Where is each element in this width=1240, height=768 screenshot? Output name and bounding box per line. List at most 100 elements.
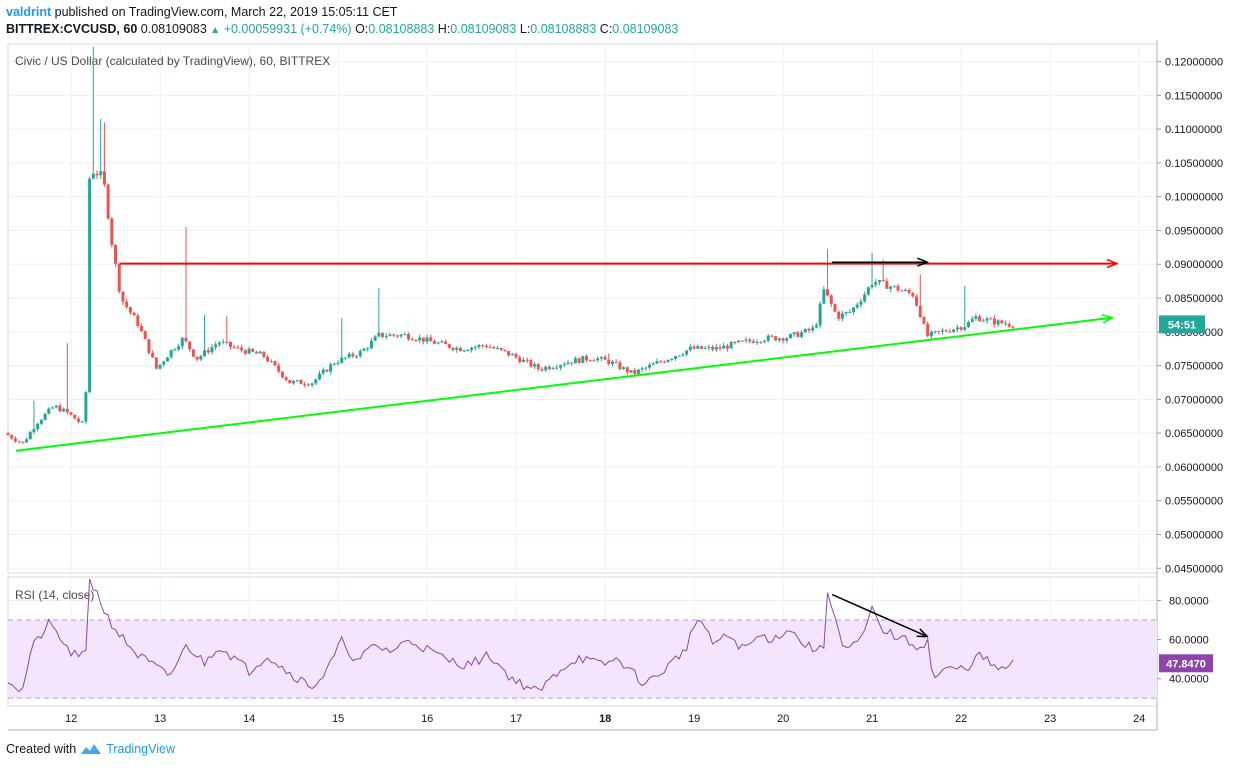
candle xyxy=(781,337,785,344)
candle-body xyxy=(514,354,518,358)
candle-body xyxy=(321,369,325,374)
candle xyxy=(332,362,336,366)
candle-body xyxy=(677,355,681,357)
price-y-tick-label: 0.08500000 xyxy=(1165,293,1223,305)
candle-body xyxy=(440,341,444,343)
candle xyxy=(425,334,429,345)
price-y-tick-label: 0.05500000 xyxy=(1165,496,1223,508)
candle xyxy=(592,358,596,362)
candle xyxy=(585,354,589,363)
candle xyxy=(266,354,270,363)
candle-body xyxy=(896,285,900,291)
candle-body xyxy=(284,377,288,381)
candle xyxy=(47,407,51,415)
candle-body xyxy=(599,357,603,359)
candle xyxy=(855,302,859,310)
candle xyxy=(570,362,574,366)
candle xyxy=(770,334,774,338)
candle-body xyxy=(859,301,863,305)
candle xyxy=(188,341,192,353)
candle xyxy=(740,340,744,342)
candle xyxy=(751,338,755,344)
candle-body xyxy=(1007,324,1011,327)
candle xyxy=(944,328,948,333)
candle-body xyxy=(355,356,359,358)
candle xyxy=(362,347,366,352)
candle xyxy=(251,348,255,353)
candle-body xyxy=(147,339,151,353)
candle xyxy=(822,286,826,305)
x-tick-label: 12 xyxy=(65,713,77,725)
candle-body xyxy=(362,348,366,351)
candle-body xyxy=(829,295,833,305)
candle-body xyxy=(837,311,841,319)
candle-body xyxy=(978,316,982,322)
candle-body xyxy=(881,280,885,282)
price-change: +0.00059931 (+0.74%) xyxy=(223,22,352,36)
candle xyxy=(54,404,58,409)
candle-body xyxy=(388,334,392,337)
candle-body xyxy=(633,370,637,374)
candle-body xyxy=(51,407,55,409)
candle xyxy=(933,330,937,335)
candle-body xyxy=(247,348,251,354)
candle-body xyxy=(351,353,355,357)
candle xyxy=(863,291,867,303)
candle xyxy=(674,355,678,361)
price-y-tick-label: 0.06000000 xyxy=(1165,462,1223,474)
candle-body xyxy=(188,341,192,350)
candle xyxy=(915,294,919,307)
candle xyxy=(117,262,121,294)
candle xyxy=(84,390,88,424)
candle-body xyxy=(114,245,118,264)
candle xyxy=(58,403,62,413)
candle-body xyxy=(714,347,718,350)
candle xyxy=(336,360,340,366)
candle-body xyxy=(918,305,922,318)
candle-body xyxy=(292,381,296,384)
candle-body xyxy=(251,348,255,352)
candle-body xyxy=(755,341,759,343)
candle xyxy=(588,359,592,362)
candle xyxy=(347,351,351,359)
candle-body xyxy=(996,320,1000,325)
candle xyxy=(885,278,889,289)
candle-body xyxy=(432,341,436,344)
x-tick-label: 16 xyxy=(421,713,433,725)
candle xyxy=(203,314,207,358)
candle-body xyxy=(277,365,281,372)
tradingview-brand[interactable]: TradingView xyxy=(106,742,175,756)
candle xyxy=(284,376,288,382)
candle-body xyxy=(91,173,95,179)
candle xyxy=(329,362,333,375)
candle xyxy=(414,339,418,342)
rsi-y-tick-label: 80.0000 xyxy=(1169,595,1209,607)
open-label: O: xyxy=(355,22,369,36)
candle xyxy=(136,313,140,329)
candle xyxy=(21,441,25,444)
candle xyxy=(996,319,1000,328)
x-tick-label: 23 xyxy=(1044,713,1056,725)
price-y-tick-label: 0.05000000 xyxy=(1165,529,1223,541)
candle xyxy=(622,366,626,371)
candle xyxy=(696,344,700,350)
author-name[interactable]: valdrint xyxy=(6,5,52,19)
candle xyxy=(288,379,292,384)
candle-body xyxy=(477,345,481,347)
candle xyxy=(310,382,314,388)
candle xyxy=(43,412,47,421)
candle-body xyxy=(770,335,774,337)
candle xyxy=(699,345,703,350)
candle-body xyxy=(32,429,36,432)
candle-body xyxy=(948,331,952,333)
candle-body xyxy=(306,384,310,386)
candle-body xyxy=(347,353,351,358)
candle xyxy=(410,337,414,341)
price-y-tick-label: 0.11000000 xyxy=(1165,124,1222,136)
candle-body xyxy=(154,357,158,369)
candle-body xyxy=(447,344,451,348)
candle xyxy=(610,359,614,367)
candle-body xyxy=(280,371,284,378)
price-legend: Civic / US Dollar (calculated by Trading… xyxy=(15,54,330,68)
